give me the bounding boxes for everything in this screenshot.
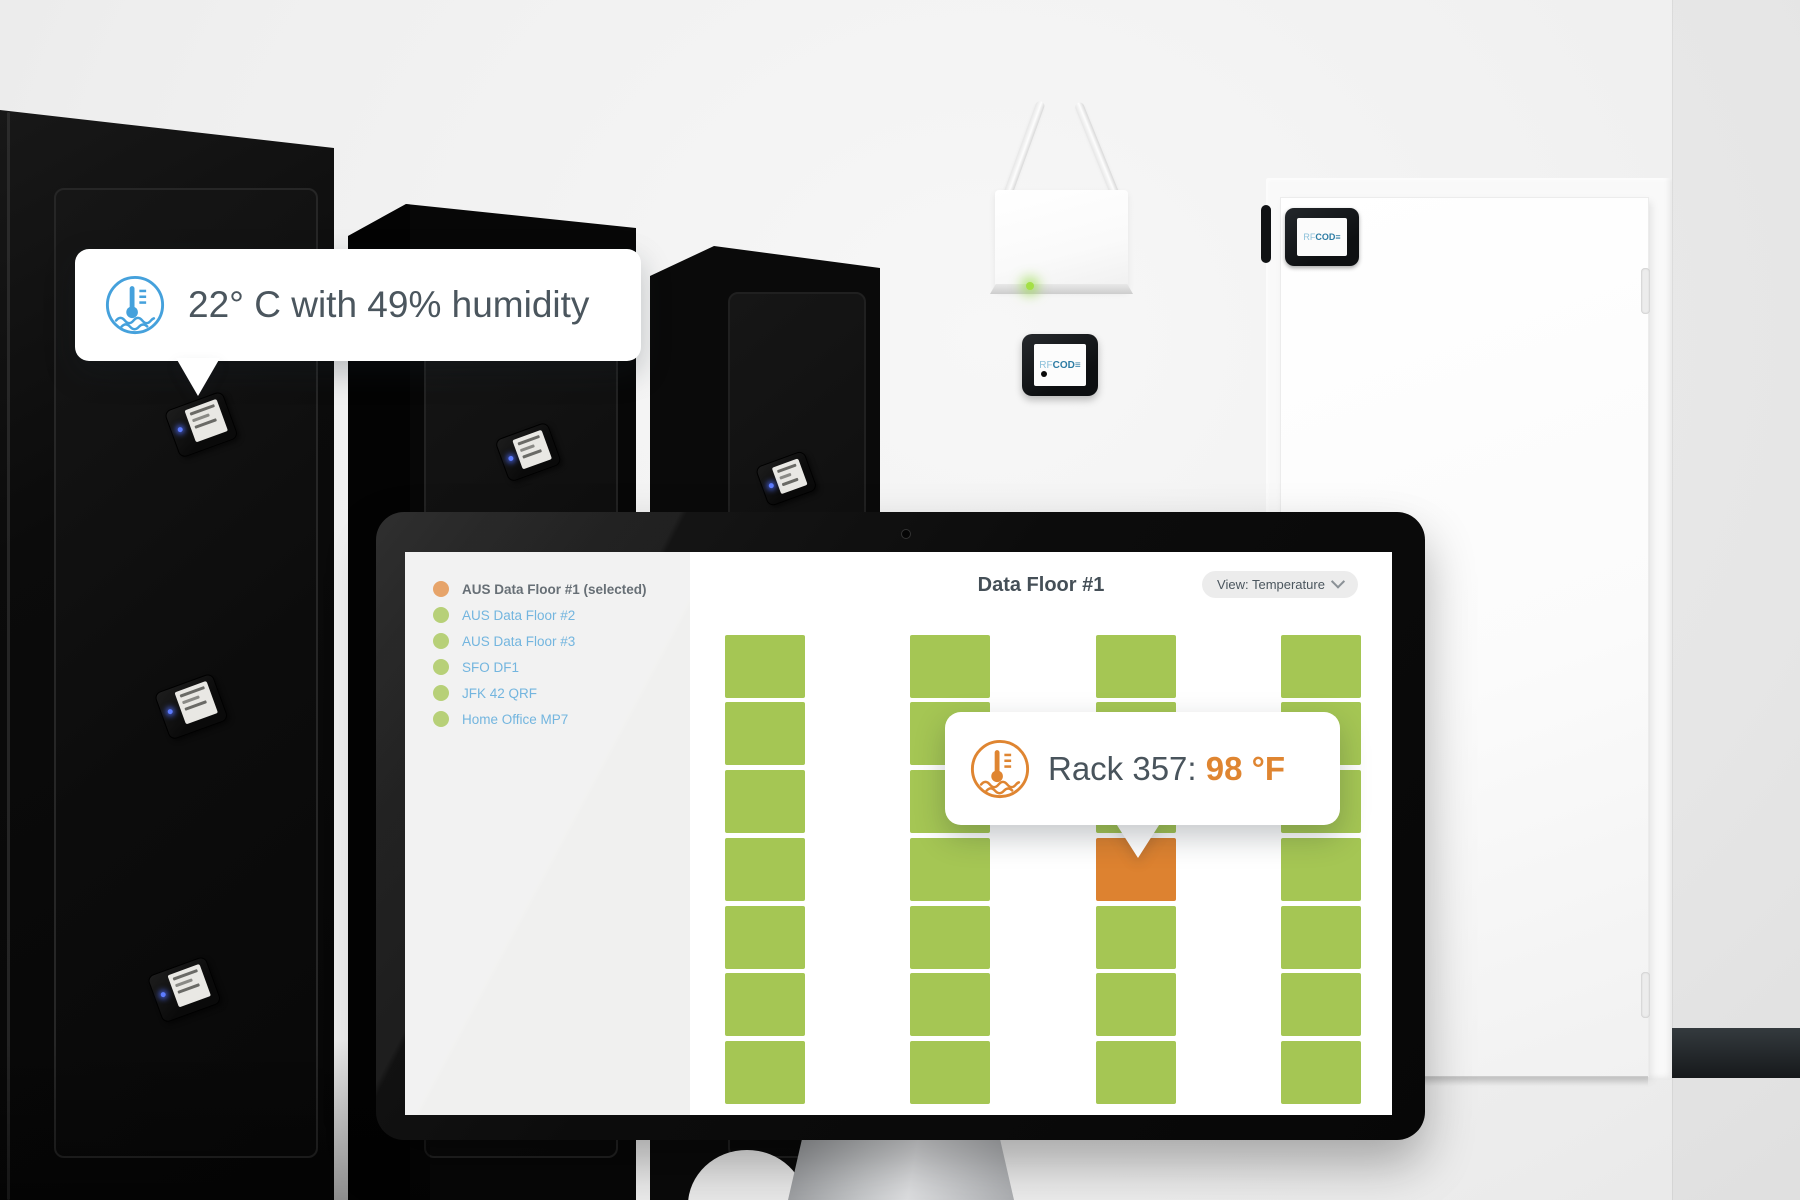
- rack-tooltip-pointer: [1115, 822, 1161, 858]
- chevron-down-icon: [1330, 574, 1346, 589]
- rack-cell[interactable]: [725, 702, 805, 765]
- webcam-icon: [901, 529, 911, 539]
- rack-cell[interactable]: [910, 973, 990, 1036]
- rack-cell[interactable]: [1096, 1041, 1176, 1104]
- door-hinge-bottom: [1641, 972, 1650, 1018]
- humidity-tooltip-pointer: [176, 358, 220, 396]
- rack-cell[interactable]: [725, 838, 805, 901]
- temperature-icon: [969, 738, 1031, 800]
- sidebar-item-label: AUS Data Floor #1 (selected): [462, 581, 647, 597]
- rack-cell[interactable]: [725, 635, 805, 698]
- rack-tooltip-text: Rack 357: 98 °F: [1048, 749, 1285, 787]
- wifi-router: [995, 190, 1128, 290]
- status-dot-ok: [433, 607, 449, 623]
- sidebar-item-1[interactable]: AUS Data Floor #1 (selected): [405, 576, 690, 602]
- door-badge-reader: RFCOD≡: [1285, 208, 1359, 266]
- sidebar: AUS Data Floor #1 (selected) AUS Data Flo…: [405, 552, 690, 1115]
- wall-mount-bar: [1261, 205, 1271, 263]
- rfcode-logo: RFCOD≡: [1303, 232, 1341, 242]
- router-antenna-left: [1000, 99, 1046, 205]
- rack-cell[interactable]: [725, 1041, 805, 1104]
- rack-cell[interactable]: [1096, 973, 1176, 1036]
- sidebar-item-label: AUS Data Floor #2: [462, 607, 576, 623]
- rack-cell[interactable]: [1281, 635, 1361, 698]
- rack-cell[interactable]: [725, 906, 805, 969]
- rack-cell[interactable]: [910, 906, 990, 969]
- temperature-humidity-icon: [104, 274, 166, 336]
- rack-cell[interactable]: [1281, 973, 1361, 1036]
- rack-cell[interactable]: [910, 635, 990, 698]
- router-status-led: [1026, 282, 1034, 290]
- status-dot-ok: [433, 659, 449, 675]
- door-shadow: [1281, 1076, 1648, 1086]
- right-wall: [1672, 0, 1800, 1200]
- router-base: [990, 284, 1133, 294]
- sidebar-item-label: AUS Data Floor #3: [462, 633, 576, 649]
- rack-cell[interactable]: [910, 1041, 990, 1104]
- monitor-stand: [788, 1139, 1014, 1200]
- rfcode-wall-reader: RFCOD≡: [1022, 334, 1098, 396]
- dashboard-screen: AUS Data Floor #1 (selected) AUS Data Flo…: [405, 552, 1392, 1115]
- rfcode-logo: RFCOD≡: [1039, 359, 1081, 371]
- rack-temperature-value: 98 °F: [1205, 749, 1285, 787]
- status-dot-ok: [433, 633, 449, 649]
- sidebar-item-4[interactable]: SFO DF1: [405, 654, 690, 680]
- sidebar-item-2[interactable]: AUS Data Floor #2: [405, 602, 690, 628]
- rack-cell[interactable]: [1281, 1041, 1361, 1104]
- floor-shadow: [0, 1040, 430, 1200]
- rack-cell[interactable]: [1096, 635, 1176, 698]
- status-dot-selected: [433, 581, 449, 597]
- sidebar-item-5[interactable]: JFK 42 QRF: [405, 680, 690, 706]
- view-dropdown[interactable]: View: Temperature: [1202, 571, 1358, 598]
- rack-cell[interactable]: [725, 770, 805, 833]
- door-badge-reader-screen: RFCOD≡: [1297, 218, 1347, 256]
- sidebar-item-label: Home Office MP7: [462, 711, 569, 727]
- rack-cell[interactable]: [725, 973, 805, 1036]
- rack-cell[interactable]: [1281, 838, 1361, 901]
- status-dot-ok: [433, 685, 449, 701]
- status-dot-ok: [433, 711, 449, 727]
- sidebar-item-6[interactable]: Home Office MP7: [405, 706, 690, 732]
- sidebar-item-label: JFK 42 QRF: [462, 685, 538, 701]
- reader-led: [1041, 371, 1047, 377]
- sidebar-item-3[interactable]: AUS Data Floor #3: [405, 628, 690, 654]
- sidebar-item-label: SFO DF1: [462, 659, 520, 675]
- monitor: AUS Data Floor #1 (selected) AUS Data Flo…: [376, 512, 1425, 1140]
- view-dropdown-label: View: Temperature: [1217, 577, 1325, 592]
- rack-cell[interactable]: [910, 838, 990, 901]
- humidity-tooltip-text: 22° C with 49% humidity: [188, 284, 590, 325]
- humidity-tooltip: 22° C with 49% humidity: [75, 249, 641, 361]
- rack-tooltip: Rack 357: 98 °F: [945, 712, 1340, 825]
- rack-cell[interactable]: [1096, 906, 1176, 969]
- page-title: Data Floor #1: [977, 574, 1105, 596]
- wall-reader-screen: RFCOD≡: [1034, 344, 1086, 386]
- rack-edge-highlight: [7, 112, 10, 1200]
- baseboard: [1671, 1028, 1800, 1078]
- rack-cell[interactable]: [1281, 906, 1361, 969]
- door-hinge-top: [1641, 268, 1650, 314]
